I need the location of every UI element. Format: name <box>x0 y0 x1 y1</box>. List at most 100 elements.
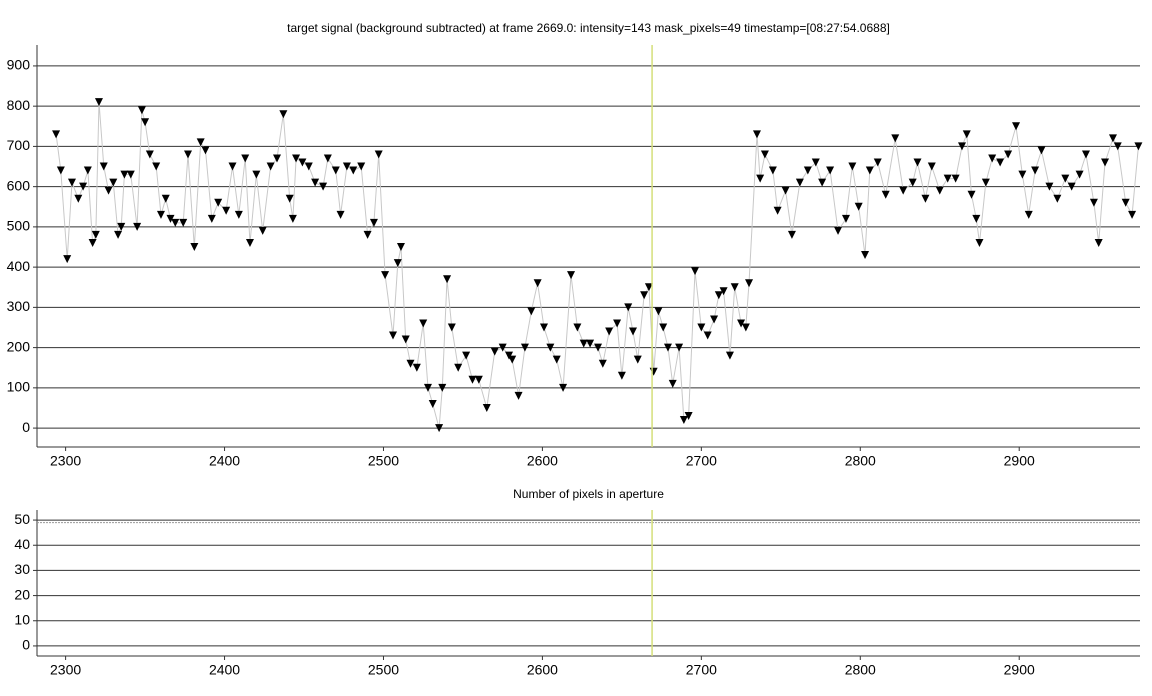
data-point <box>663 343 672 352</box>
data-point <box>482 403 491 412</box>
data-point <box>951 174 960 183</box>
data-point <box>104 186 113 195</box>
series-line <box>55 102 1139 429</box>
y-tick-label: 600 <box>7 177 31 193</box>
data-point <box>285 194 294 203</box>
x-tick-label: 2400 <box>209 453 240 469</box>
data-point <box>1113 142 1122 151</box>
data-point <box>374 150 383 159</box>
data-point <box>279 110 288 119</box>
data-point <box>423 383 432 392</box>
data-point <box>697 323 706 332</box>
data-point <box>520 343 529 352</box>
data-point <box>703 331 712 340</box>
data-point <box>773 206 782 215</box>
data-point <box>319 182 328 191</box>
data-point <box>854 202 863 211</box>
data-point <box>94 98 103 107</box>
data-point <box>63 255 72 264</box>
data-point <box>454 363 463 372</box>
y-tick-label: 500 <box>7 218 31 234</box>
data-point <box>1081 150 1090 159</box>
data-point <box>640 291 649 300</box>
data-point <box>214 198 223 207</box>
data-point <box>573 323 582 332</box>
data-point <box>675 343 684 352</box>
data-point <box>730 283 739 292</box>
data-point <box>1018 170 1027 179</box>
data-point <box>505 351 514 360</box>
data-point <box>921 194 930 203</box>
data-point <box>342 162 351 171</box>
data-point <box>369 218 378 227</box>
data-point <box>514 391 523 400</box>
data-point <box>1061 174 1070 183</box>
data-point <box>120 170 129 179</box>
data-point <box>559 383 568 392</box>
data-point <box>331 166 340 175</box>
data-point <box>443 275 452 284</box>
data-point <box>152 162 161 171</box>
data-point <box>474 375 483 384</box>
data-point <box>725 351 734 360</box>
data-point <box>79 182 88 191</box>
data-point <box>629 327 638 336</box>
data-point <box>768 166 777 175</box>
data-point <box>393 259 402 268</box>
data-point <box>957 142 966 151</box>
data-point <box>649 367 658 376</box>
data-point <box>1134 142 1143 151</box>
chart-title: Number of pixels in aperture <box>513 487 664 501</box>
data-point <box>690 267 699 276</box>
data-point <box>183 150 192 159</box>
data-point <box>137 106 146 115</box>
y-tick-label: 800 <box>7 97 31 113</box>
data-point <box>323 154 332 163</box>
data-point <box>927 162 936 171</box>
x-tick-label: 2400 <box>209 662 240 678</box>
data-point <box>552 355 561 364</box>
data-point <box>412 363 421 372</box>
data-point <box>654 307 663 316</box>
data-point <box>613 319 622 328</box>
data-point <box>74 194 83 203</box>
data-point <box>245 238 254 247</box>
data-point <box>396 243 405 252</box>
data-point <box>1108 134 1117 143</box>
data-point <box>171 218 180 227</box>
data-point <box>679 416 688 425</box>
data-point <box>156 210 165 219</box>
data-point <box>117 222 126 231</box>
data-point <box>594 343 603 352</box>
data-point <box>288 214 297 223</box>
data-point <box>298 158 307 167</box>
data-point <box>996 158 1005 167</box>
data-point <box>737 319 746 328</box>
data-point <box>972 214 981 223</box>
x-tick-label: 2600 <box>527 453 558 469</box>
x-tick-label: 2300 <box>50 453 81 469</box>
data-point <box>527 307 536 316</box>
data-point <box>624 303 633 312</box>
data-point <box>967 190 976 199</box>
data-point <box>1024 210 1033 219</box>
x-tick-label: 2600 <box>527 662 558 678</box>
data-point <box>752 130 761 139</box>
data-point <box>272 154 281 163</box>
data-point <box>881 190 890 199</box>
data-point <box>873 158 882 167</box>
data-point <box>83 166 92 175</box>
data-point <box>201 146 210 155</box>
data-point <box>141 118 150 127</box>
data-point <box>228 162 237 171</box>
x-tick-label: 2800 <box>845 662 876 678</box>
data-point <box>91 230 100 239</box>
x-tick-label: 2700 <box>686 453 717 469</box>
data-point <box>222 206 231 215</box>
data-point <box>52 130 61 139</box>
data-point <box>336 210 345 219</box>
data-point <box>166 214 175 223</box>
data-point <box>1053 194 1062 203</box>
x-tick-label: 2900 <box>1004 453 1035 469</box>
